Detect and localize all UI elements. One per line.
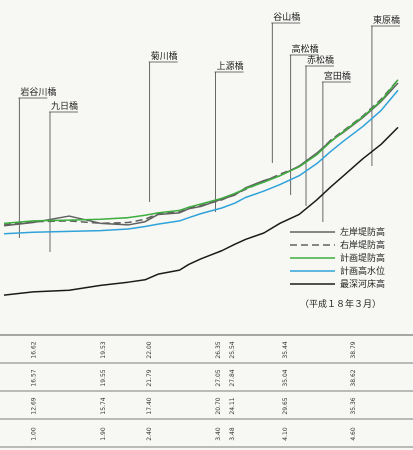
table-cell: 12.69 — [30, 397, 37, 414]
bridge-label: 谷山橋 — [273, 11, 300, 23]
table-cell: 3.48 — [229, 427, 236, 441]
table-cell: 38.62 — [350, 369, 357, 386]
series-line — [3, 79, 399, 226]
table-cell: 19.53 — [100, 341, 107, 358]
bridge-label: 岩谷川橋 — [20, 86, 56, 98]
legend-label: 計画高水位 — [340, 265, 385, 277]
bridge-label: 上源橋 — [217, 60, 244, 72]
table-cell: 35.04 — [282, 369, 289, 386]
table-cell: 16.57 — [30, 369, 37, 386]
bridge-label: 九日橋 — [51, 100, 78, 112]
table-cell: 27.84 — [229, 369, 236, 386]
bridge-label: 高松橋 — [292, 43, 319, 55]
legend-label: 最深河床高 — [340, 278, 385, 290]
table-cell: 15.74 — [100, 397, 107, 414]
table-cell: 1.00 — [30, 427, 37, 441]
legend-label: 計画堤防高 — [340, 252, 385, 264]
bridge-label: 東原橋 — [373, 14, 400, 26]
table-cell: 29.65 — [282, 397, 289, 414]
table-cell: 25.54 — [229, 341, 236, 358]
table-cell: 16.62 — [30, 341, 37, 358]
table-cell: 27.05 — [215, 369, 222, 386]
table-cell: 35.44 — [282, 341, 289, 358]
series-line — [3, 89, 399, 235]
legend-label: 左岸堤防高 — [340, 226, 385, 238]
bridge-label: 宮田橋 — [324, 70, 351, 82]
chart-note: （平成１８年３月） — [300, 298, 381, 310]
legend-label: 右岸堤防高 — [340, 239, 385, 251]
table-cell: 21.79 — [146, 369, 153, 386]
bridge-label: 菊川橋 — [151, 50, 178, 62]
table-cell: 4.10 — [282, 427, 289, 441]
table-cell: 3.40 — [215, 427, 222, 441]
table-cell: 35.36 — [350, 397, 357, 414]
series-line — [3, 79, 399, 225]
table-cell: 22.00 — [146, 341, 153, 358]
table-cell: 17.40 — [146, 397, 153, 414]
table-cell: 19.55 — [100, 369, 107, 386]
table-cell: 38.79 — [350, 341, 357, 358]
table-cell: 2.40 — [146, 427, 153, 441]
series-line — [3, 126, 399, 296]
bridge-label: 赤松橋 — [307, 54, 334, 66]
table-cell: 1.90 — [100, 427, 107, 441]
table-cell: 20.70 — [215, 397, 222, 414]
table-cell: 4.60 — [350, 427, 357, 441]
table-cell: 26.35 — [215, 341, 222, 358]
data-table: 16.62 16.57 12.69 1.00 19.53 19.55 15.74 1.90 22… — [0, 334, 413, 448]
table-cell: 24.11 — [229, 397, 236, 414]
